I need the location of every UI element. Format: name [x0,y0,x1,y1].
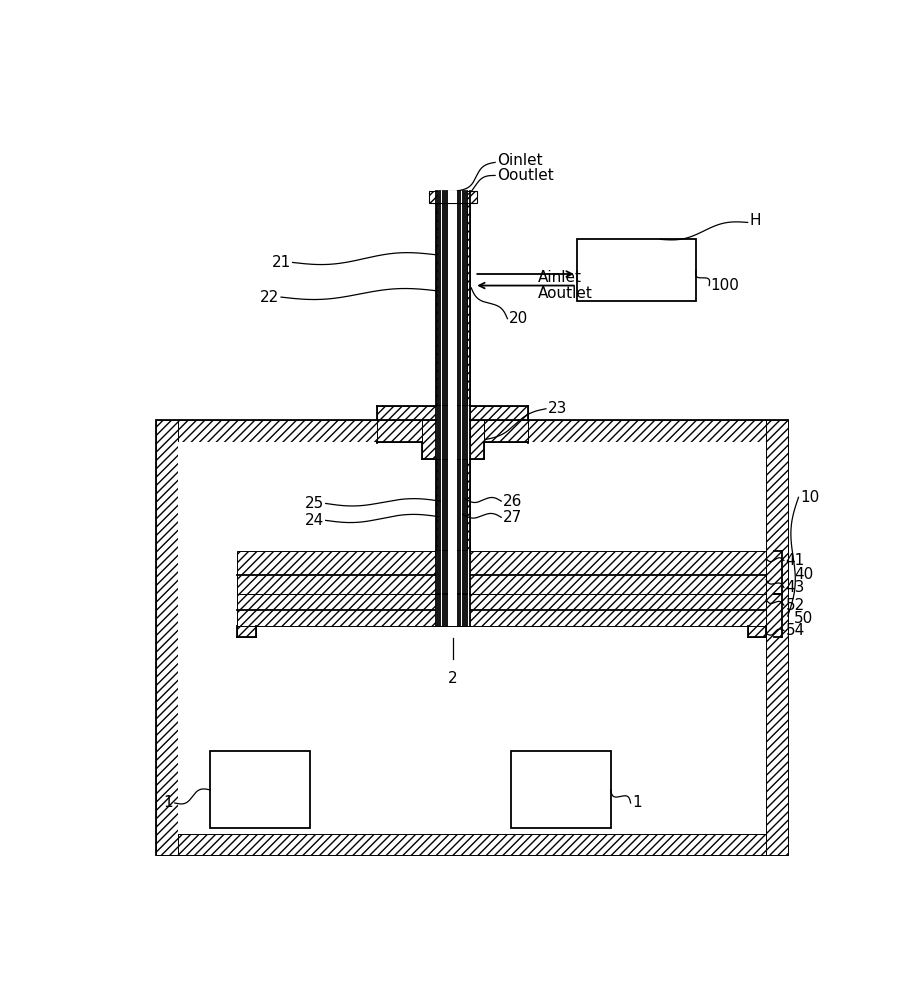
Bar [436,594,469,626]
Text: 20: 20 [509,311,529,326]
Text: 25: 25 [305,496,324,511]
Bar [766,420,787,855]
Text: 54: 54 [785,623,805,638]
Bar [429,191,477,203]
Bar [377,420,422,442]
Text: 22: 22 [261,290,279,305]
Bar [748,626,766,637]
Text: 2: 2 [448,671,457,686]
Bar [469,406,529,420]
Bar [469,420,483,459]
Bar [422,420,436,459]
Text: 50: 50 [794,611,813,626]
Text: 52: 52 [785,598,805,613]
Text: 24: 24 [305,513,324,528]
Text: 100: 100 [711,278,739,293]
Text: 40: 40 [794,567,813,582]
Bar [577,239,696,301]
Text: 10: 10 [800,490,820,505]
Bar [237,594,766,626]
Bar [436,551,469,594]
Bar [156,834,787,855]
Text: 23: 23 [547,401,566,416]
Text: 1: 1 [632,795,642,810]
Bar [436,406,469,459]
Text: Oinlet: Oinlet [497,153,542,168]
Bar [156,420,787,442]
Text: 27: 27 [503,510,522,525]
Bar [156,420,177,855]
Text: 43: 43 [785,580,805,595]
Text: 26: 26 [503,494,522,509]
Bar [156,420,787,855]
Text: 21: 21 [272,255,291,270]
Bar [237,551,766,594]
Bar [438,197,468,559]
Bar [177,442,766,834]
Bar [436,197,438,559]
Text: Aoutlet: Aoutlet [538,286,592,301]
Bar [510,751,611,828]
Text: 41: 41 [785,553,805,568]
Bar [438,191,468,203]
Text: 1: 1 [164,795,174,810]
Text: Ainlet: Ainlet [538,270,581,285]
Bar [377,406,436,420]
Bar [237,626,256,637]
Bar [468,197,469,559]
Bar [483,420,529,442]
Text: H: H [749,213,760,228]
Bar [211,751,310,828]
Text: Ooutlet: Ooutlet [497,168,553,183]
